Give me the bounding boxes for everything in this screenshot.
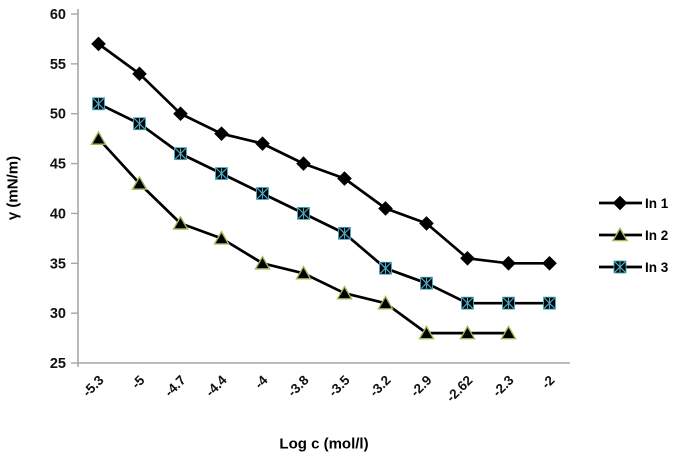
diamond-marker-icon [91,36,106,52]
triangle-marker-icon [459,325,476,340]
legend-triangle-marker-icon [611,226,629,242]
legend-label: In 1 [645,196,669,211]
y-tick-label: 40 [50,206,66,222]
legend-label: In 2 [645,228,668,243]
y-axis-title: γ (mN/m) [4,155,22,221]
diamond-marker-icon [132,66,147,82]
y-tick-label: 25 [50,356,66,372]
y-tick-label: 30 [50,306,66,322]
triangle-marker-icon [295,265,312,280]
series-line-in-1 [97,42,551,265]
y-tick-label: 50 [50,107,66,123]
triangle-marker-icon [131,175,148,190]
triangle-marker-icon [172,215,189,230]
y-tick-label: 35 [50,256,66,272]
x-tick-label: -4.7 [162,373,189,400]
x-tick-label: -4 [252,372,271,391]
diamond-marker-icon [296,156,311,171]
triangle-marker-icon [418,325,435,340]
x-tick-label: -2.3 [490,372,517,399]
triangle-marker-icon [336,285,353,300]
x-tick-label: -3.2 [367,373,394,400]
x-tick-label: -3.5 [326,372,353,399]
x-tick-label: -2 [539,373,558,392]
x-tick-label: -5 [129,372,148,391]
diamond-marker-icon [214,126,229,141]
triangle-marker-icon [377,295,394,310]
legend-diamond-marker-icon [612,195,628,211]
y-tick-label: 55 [50,57,66,73]
diamond-marker-icon [255,136,270,151]
triangle-marker-icon [254,255,271,270]
diamond-marker-icon [460,250,475,266]
diamond-marker-icon [173,106,188,122]
x-tick-label: -2.62 [443,373,475,405]
diamond-marker-icon [378,201,393,216]
x-tick-label: -5.3 [80,372,107,399]
y-tick-label: 60 [50,7,66,23]
series-line-in-3 [97,102,551,305]
triangle-marker-icon [213,230,230,245]
y-tick-label: 45 [50,157,66,173]
diamond-marker-icon [419,216,434,231]
diamond-marker-icon [501,255,516,271]
x-tick-label: -3.8 [285,372,312,399]
diamond-marker-icon [542,255,557,271]
legend-label: In 3 [645,260,669,275]
diamond-marker-icon [337,171,352,186]
x-tick-label: -2.9 [408,373,435,400]
triangle-marker-icon [500,325,517,340]
triangle-marker-icon [90,130,107,145]
x-axis-title: Log c (mol/l) [279,435,369,453]
x-tick-label: -4.4 [203,372,230,399]
